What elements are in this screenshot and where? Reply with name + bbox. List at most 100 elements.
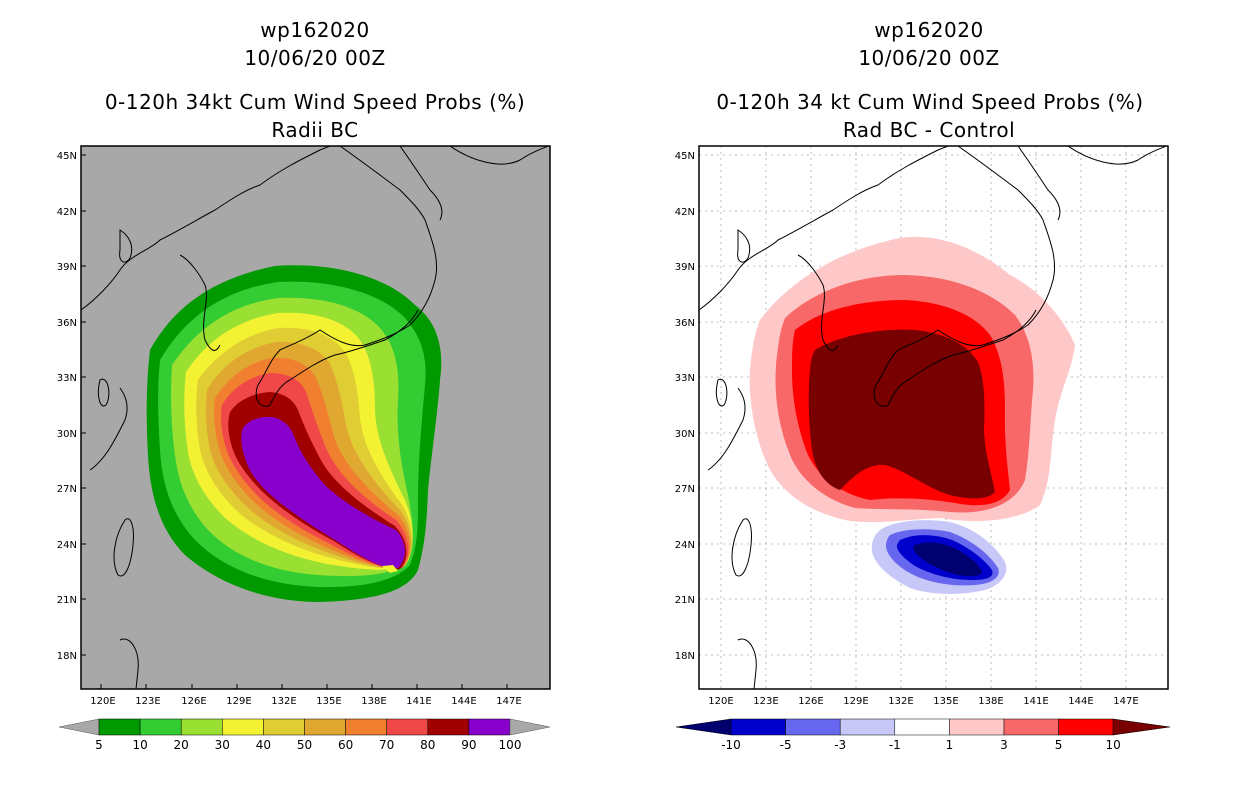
right-lat-label: 39N	[675, 262, 695, 273]
right-colorbar-swatch	[894, 718, 950, 736]
left-colorbar-label: 90	[461, 738, 476, 752]
left-colorbar-swatch	[427, 718, 470, 736]
left-lat-label: 42N	[57, 207, 77, 218]
left-colorbar-label: 50	[297, 738, 312, 752]
left-colorbar-label: 40	[256, 738, 271, 752]
left-colorbar-label: 100	[499, 738, 522, 752]
left-lat-label: 30N	[57, 429, 77, 440]
right-colorbar-swatch	[1058, 718, 1114, 736]
right-lat-label: 18N	[675, 651, 695, 662]
left-lon-label: 141E	[406, 696, 431, 707]
right-colorbar-high-arrow	[1112, 718, 1171, 736]
left-lon-label: 129E	[226, 696, 251, 707]
left-lon-label: 120E	[90, 696, 115, 707]
left-colorbar-label: 20	[174, 738, 189, 752]
right-storm-id: wp162020	[874, 18, 984, 42]
right-colorbar-label: 1	[946, 738, 954, 752]
right-lon-label: 123E	[753, 696, 778, 707]
left-colorbar-label: 30	[215, 738, 230, 752]
left-colorbar-label: 60	[338, 738, 353, 752]
right-colorbar-swatch	[785, 718, 841, 736]
right-product-title: 0-120h 34 kt Cum Wind Speed Probs (%)	[716, 90, 1144, 114]
diff-minus10-contour	[913, 542, 982, 577]
left-colorbar-swatch	[386, 718, 429, 736]
right-lon-label: 144E	[1068, 696, 1093, 707]
left-colorbar-high-arrow	[509, 718, 551, 736]
right-lat-label: 21N	[675, 595, 695, 606]
left-lat-label: 39N	[57, 262, 77, 273]
left-colorbar-label: 80	[420, 738, 435, 752]
left-lat-label: 27N	[57, 484, 77, 495]
right-lon-label: 129E	[843, 696, 868, 707]
right-lon-label: 120E	[708, 696, 733, 707]
right-lon-label: 126E	[798, 696, 823, 707]
left-lon-label: 147E	[496, 696, 521, 707]
right-lon-label: 132E	[888, 696, 913, 707]
coastlines	[699, 146, 1167, 689]
left-lat-label: 33N	[57, 373, 77, 384]
left-lat-label: 45N	[57, 151, 77, 162]
right-colorbar-label: 10	[1106, 738, 1121, 752]
right-colorbar-swatch	[949, 718, 1005, 736]
right-colorbar-label: -5	[780, 738, 792, 752]
right-lat-label: 42N	[675, 207, 695, 218]
left-storm-id: wp162020	[260, 18, 370, 42]
right-lon-label: 147E	[1113, 696, 1138, 707]
prob-90pct-contour	[241, 416, 405, 569]
left-colorbar-label: 70	[379, 738, 394, 752]
right-lat-label: 33N	[675, 373, 695, 384]
left-colorbar: 5 10 20 30 40 50 60 70 80 90 100	[58, 718, 551, 752]
left-colorbar-swatch	[139, 718, 182, 736]
right-difference-map: 45N 42N 39N 36N 33N 30N 27N 24N 21N 18N …	[675, 145, 1169, 707]
left-colorbar-swatch	[345, 718, 387, 736]
right-colorbar-swatch	[839, 718, 896, 736]
right-lat-label: 36N	[675, 318, 695, 329]
left-lon-label: 138E	[361, 696, 386, 707]
right-lat-label: 30N	[675, 429, 695, 440]
right-colorbar-label: 3	[1000, 738, 1008, 752]
left-colorbar-label: 10	[132, 738, 147, 752]
left-colorbar-swatch	[263, 718, 305, 736]
right-datetime: 10/06/20 00Z	[858, 46, 1000, 70]
left-subtitle: Radii BC	[271, 118, 359, 142]
left-colorbar-label: 5	[95, 738, 103, 752]
right-colorbar-swatch	[730, 718, 786, 736]
left-lon-label: 132E	[271, 696, 296, 707]
left-colorbar-swatch	[304, 718, 346, 736]
right-lon-label: 141E	[1023, 696, 1048, 707]
left-lon-label: 126E	[181, 696, 206, 707]
left-colorbar-low-arrow	[58, 718, 100, 736]
left-colorbar-swatch	[98, 718, 141, 736]
left-lon-label: 144E	[451, 696, 476, 707]
left-lat-label: 18N	[57, 651, 77, 662]
right-subtitle: Rad BC - Control	[842, 118, 1016, 142]
right-colorbar-swatch	[1003, 718, 1059, 736]
diff-plus10-contour	[808, 329, 995, 499]
left-lon-label: 123E	[135, 696, 160, 707]
right-lat-label: 24N	[675, 540, 695, 551]
left-lat-label: 24N	[57, 540, 77, 551]
right-colorbar-label: 5	[1055, 738, 1063, 752]
left-colorbar-swatch	[180, 718, 223, 736]
right-colorbar: -10 -5 -3 -1 1 3 5 10	[675, 718, 1171, 752]
right-map-frame	[698, 145, 1169, 690]
left-lon-label: 135E	[316, 696, 341, 707]
right-lat-label: 45N	[675, 151, 695, 162]
right-colorbar-label: -1	[889, 738, 901, 752]
left-colorbar-swatch	[468, 718, 511, 736]
right-colorbar-label: -3	[834, 738, 846, 752]
left-lat-ticks	[81, 154, 508, 689]
right-colorbar-low-arrow	[675, 718, 732, 736]
left-datetime: 10/06/20 00Z	[244, 46, 386, 70]
left-map-frame	[80, 145, 551, 690]
right-lon-label: 138E	[978, 696, 1003, 707]
right-lat-label: 27N	[675, 484, 695, 495]
left-lat-label: 36N	[57, 318, 77, 329]
left-probability-map: 45N 42N 39N 36N 33N 30N 27N 24N 21N 18N …	[57, 145, 551, 707]
coastlines	[81, 146, 549, 689]
right-lon-label: 135E	[933, 696, 958, 707]
left-product-title: 0-120h 34kt Cum Wind Speed Probs (%)	[104, 90, 526, 114]
right-colorbar-label: -10	[721, 738, 741, 752]
prob-100pct-contour	[382, 565, 398, 573]
left-lat-label: 21N	[57, 595, 77, 606]
